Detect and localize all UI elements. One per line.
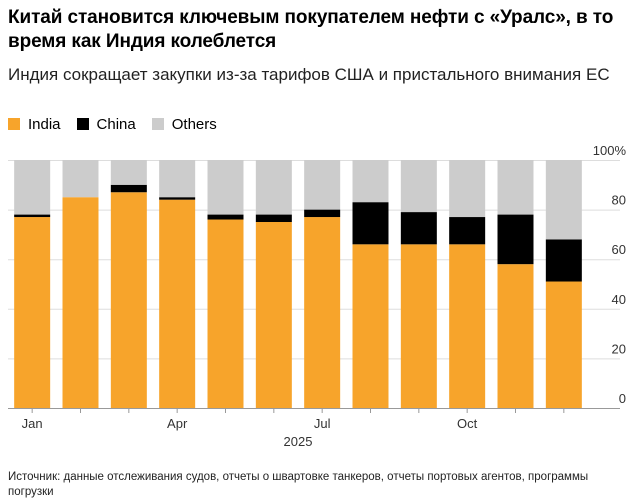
- bar-china-apr: [159, 197, 196, 200]
- bar-india-aug: [352, 244, 389, 408]
- bar-china-jul: [304, 209, 341, 218]
- y-tick-label: 20: [612, 341, 626, 356]
- legend: India China Others: [8, 114, 233, 134]
- bar-others-jul: [304, 160, 341, 210]
- bar-india-jun: [255, 222, 292, 408]
- x-tick-label: Jan: [22, 416, 43, 431]
- y-tick-label: 0: [619, 391, 626, 406]
- bar-others-may: [207, 160, 244, 215]
- bar-china-dec: [545, 239, 582, 282]
- chart-title: Китай становится ключевым покупателем не…: [8, 7, 614, 52]
- x-tick-label: Jul: [314, 416, 331, 431]
- x-tick-label: Apr: [167, 416, 188, 431]
- legend-swatch-india: [8, 118, 20, 130]
- legend-swatch-others: [151, 118, 164, 130]
- bar-others-dec: [545, 160, 582, 240]
- bar-india-jan: [14, 217, 51, 408]
- bar-india-jul: [304, 217, 341, 408]
- bar-india-mar: [110, 192, 147, 408]
- y-tick-label: 100%: [593, 143, 627, 158]
- bar-india-apr: [159, 199, 196, 408]
- bar-others-jun: [255, 160, 292, 215]
- bar-others-sep: [400, 160, 437, 213]
- chart-subtitle: Индия сокращает закупки из-за тарифов СШ…: [8, 65, 610, 84]
- bar-others-feb: [62, 160, 99, 198]
- legend-item-india: India: [8, 116, 61, 133]
- bar-india-feb: [62, 197, 99, 408]
- x-tick-label: Oct: [457, 416, 478, 431]
- bar-india-may: [207, 219, 244, 408]
- bar-china-may: [207, 214, 244, 220]
- bar-india-dec: [545, 281, 582, 408]
- y-tick-label: 60: [612, 242, 626, 257]
- bar-others-mar: [110, 160, 147, 185]
- bar-china-aug: [352, 202, 389, 245]
- bar-china-mar: [110, 184, 147, 193]
- bar-others-aug: [352, 160, 389, 203]
- bar-india-sep: [400, 244, 437, 408]
- y-tick-label: 80: [612, 193, 626, 208]
- bar-china-sep: [400, 212, 437, 245]
- bar-others-oct: [449, 160, 486, 218]
- legend-label-india: India: [28, 115, 61, 133]
- legend-item-china: China: [76, 115, 136, 133]
- x-year-label: 2025: [284, 434, 313, 449]
- bar-others-jan: [14, 160, 51, 215]
- y-tick-label: 40: [612, 292, 626, 307]
- bar-india-nov: [497, 264, 534, 408]
- bar-others-apr: [159, 160, 196, 198]
- legend-label-others: Others: [171, 115, 217, 133]
- bar-china-oct: [449, 217, 486, 245]
- bar-china-nov: [497, 214, 534, 265]
- stacked-bar-chart: 0 20 40 60 80 100% Jan Apr Jul Oct 2025: [8, 143, 627, 449]
- bar-china-jun: [255, 214, 292, 222]
- source-note: Источник: данные отслеживания судов, отч…: [8, 471, 589, 498]
- bar-china-jan: [14, 214, 51, 218]
- bar-others-nov: [497, 160, 534, 215]
- bar-india-oct: [449, 244, 486, 408]
- legend-label-china: China: [96, 115, 136, 133]
- legend-item-others: Others: [151, 115, 217, 133]
- legend-swatch-china: [76, 118, 89, 130]
